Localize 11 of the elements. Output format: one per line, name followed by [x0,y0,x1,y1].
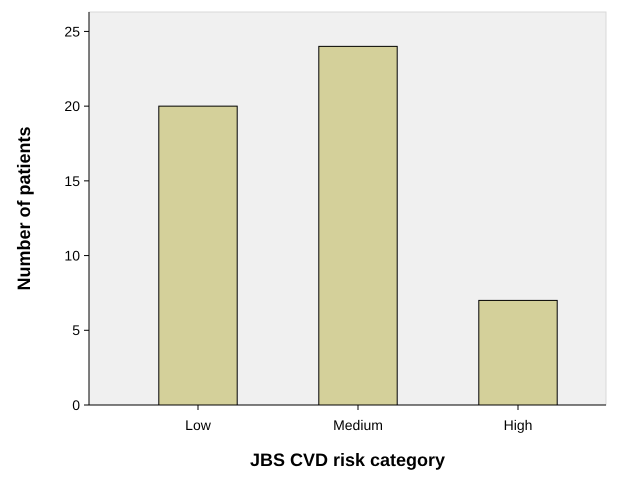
y-axis-title: Number of patients [14,126,34,291]
y-tick-label: 10 [64,247,80,264]
y-tick-label: 5 [72,322,80,338]
x-tick-label: Medium [333,417,383,433]
y-tick-label: 0 [72,396,80,413]
x-tick-label: High [504,417,532,433]
y-tick-label: 15 [64,172,80,189]
y-tick-label: 20 [64,98,80,114]
x-axis-title: JBS CVD risk category [250,450,446,470]
y-tick-label: 25 [64,23,80,40]
x-tick-label: Low [185,417,212,433]
